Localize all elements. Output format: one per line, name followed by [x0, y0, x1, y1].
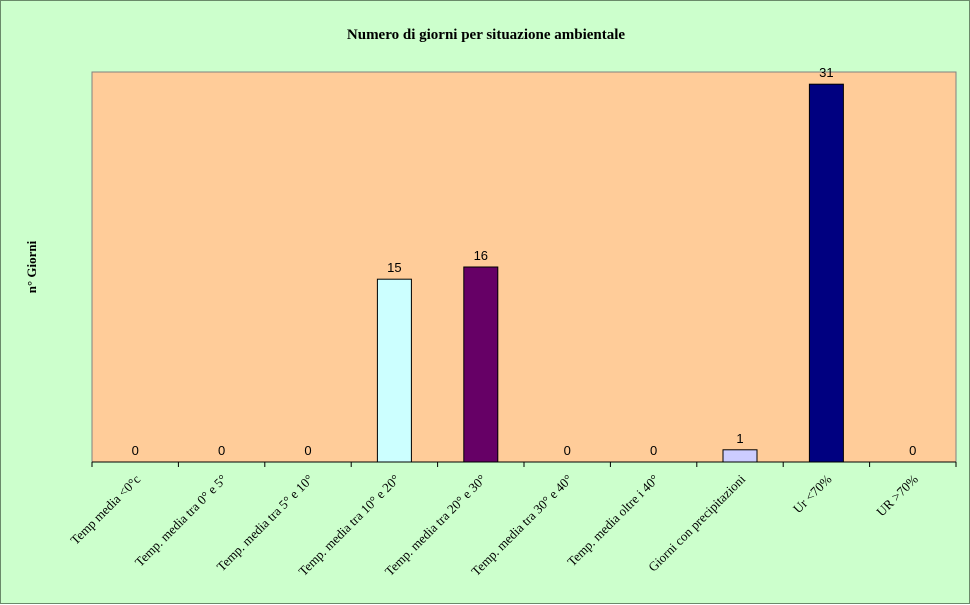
data-label-9: 31 [819, 65, 833, 80]
x-tick-label-3: Temp. media tra 5° e 10° [214, 472, 317, 575]
data-label-1: 0 [132, 443, 139, 458]
x-tick-label-2: Temp. media tra 0° e 5° [132, 472, 230, 570]
data-label-4: 15 [387, 260, 401, 275]
x-tick-label-10: UR >70% [873, 471, 921, 519]
data-label-2: 0 [218, 443, 225, 458]
x-tick-label-6: Temp. media tra 30° e 40° [468, 472, 575, 579]
bar-5 [463, 266, 499, 463]
data-label-5: 16 [474, 248, 488, 263]
data-label-8: 1 [736, 431, 743, 446]
bars-group [376, 83, 844, 463]
bar-8 [722, 449, 758, 463]
chart-title: Numero di giorni per situazione ambienta… [347, 27, 626, 43]
x-tick-label-9: Ur <70% [790, 471, 835, 516]
x-tick-label-8: Giorni con precipitazioni [645, 471, 748, 574]
bar-4 [376, 278, 412, 463]
x-tick-label-1: Temp media <0°c [67, 471, 143, 547]
data-label-10: 0 [909, 443, 916, 458]
data-label-6: 0 [564, 443, 571, 458]
data-label-7: 0 [650, 443, 657, 458]
data-label-3: 0 [304, 443, 311, 458]
data-labels-group: 0 0 0 15 16 0 0 1 31 0 [132, 65, 917, 458]
y-axis-label: n° Giorni [24, 240, 39, 293]
x-tick-label-7: Temp. media oltre i 40° [564, 472, 662, 570]
bar-9 [808, 83, 844, 463]
x-ticks-group [91, 462, 957, 467]
